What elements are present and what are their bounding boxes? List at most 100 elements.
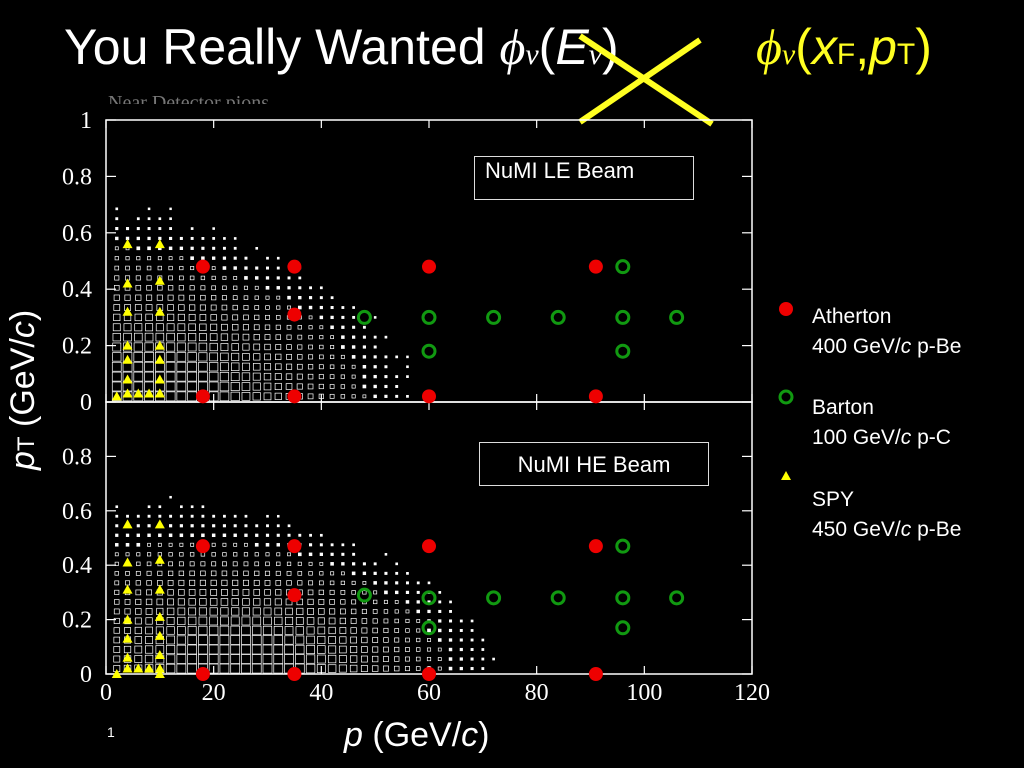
density-cell (406, 375, 409, 378)
barton-point (615, 259, 631, 275)
density-cell (169, 227, 173, 230)
spy-point (154, 649, 165, 659)
density-cell (145, 617, 153, 625)
density-cell (373, 316, 377, 319)
density-cell (220, 333, 229, 341)
density-cell (244, 276, 248, 280)
x-tick-label: 0 (100, 680, 112, 706)
density-cell (176, 381, 187, 392)
density-cell (286, 353, 292, 360)
density-cell (177, 313, 185, 321)
density-cell (437, 647, 442, 652)
density-cell (318, 374, 324, 380)
title-e: E (555, 19, 589, 75)
density-cell (318, 364, 324, 370)
density-cell (231, 333, 239, 341)
density-cell (114, 265, 120, 271)
density-cell (255, 266, 259, 270)
density-cell (187, 616, 197, 626)
legend-spy-energy: 450 GeV/ (812, 518, 901, 541)
density-cell (372, 609, 378, 614)
density-cell (165, 361, 176, 372)
density-cell (244, 542, 248, 547)
density-cell (177, 598, 185, 606)
atherton-point (422, 259, 436, 274)
density-cell (297, 305, 302, 310)
density-cell (395, 385, 399, 388)
density-cell (179, 524, 183, 528)
density-cell (276, 256, 280, 260)
density-cell (275, 570, 281, 576)
density-cell (168, 275, 173, 281)
density-cell (351, 355, 356, 359)
density-cell (199, 323, 207, 331)
density-cell (384, 394, 388, 398)
density-cell (165, 654, 176, 664)
atherton-point (422, 389, 436, 404)
density-cell (241, 663, 251, 674)
density-cell (241, 654, 251, 664)
atherton-point (195, 667, 210, 681)
density-cell (262, 644, 273, 655)
density-cell (276, 543, 280, 547)
density-cell (308, 334, 313, 340)
density-cell (264, 570, 271, 576)
density-cell (190, 236, 194, 240)
density-cell (341, 325, 345, 329)
density-cell (254, 314, 260, 320)
density-cell (158, 514, 162, 518)
density-cell (352, 562, 356, 566)
density-cell (329, 374, 335, 379)
density-cell (198, 362, 208, 372)
density-cell (305, 654, 316, 664)
density-cell (361, 646, 368, 653)
density-cell (135, 294, 142, 301)
density-cell (262, 654, 273, 664)
density-cell (263, 382, 272, 391)
density-cell (384, 335, 388, 339)
density-cell (373, 374, 377, 379)
density-cell (187, 663, 197, 674)
y-tick-label: 1 (80, 108, 92, 134)
alt-phi: ϕ (756, 19, 782, 75)
density-cell (307, 393, 314, 400)
density-cell (176, 391, 187, 402)
density-cell (146, 294, 153, 301)
density-cell (232, 304, 238, 311)
density-cell (319, 561, 324, 566)
density-cell (329, 608, 336, 615)
density-cell (242, 343, 250, 351)
density-cell (168, 533, 173, 538)
spy-point (154, 374, 165, 384)
density-cell (266, 524, 269, 528)
density-cell (306, 617, 315, 625)
density-cell (351, 590, 356, 595)
density-cell (415, 656, 421, 662)
density-cell (221, 589, 228, 596)
density-cell (319, 335, 324, 340)
density-cell (220, 343, 229, 351)
density-cell (231, 598, 239, 606)
density-cell (135, 580, 141, 586)
density-cell (188, 589, 196, 596)
density-cell (176, 342, 186, 352)
density-cell (166, 323, 175, 332)
density-cell (232, 570, 238, 577)
density-cell (262, 663, 273, 674)
atherton-point (588, 259, 603, 274)
density-cell (352, 325, 356, 329)
density-cell (340, 590, 346, 595)
slide-title-alternative: ϕν(xF,pT) (756, 18, 932, 76)
density-cell (405, 628, 410, 633)
density-cell (318, 599, 325, 605)
atherton-point (287, 389, 302, 404)
density-cell (308, 552, 313, 557)
x-tick-label: 60 (417, 680, 441, 706)
density-cell (222, 533, 227, 538)
density-cell (242, 579, 249, 586)
density-cell (112, 332, 121, 342)
density-cell (341, 562, 345, 566)
density-cell (178, 579, 185, 586)
density-cell (319, 571, 324, 576)
density-cell (362, 365, 367, 369)
